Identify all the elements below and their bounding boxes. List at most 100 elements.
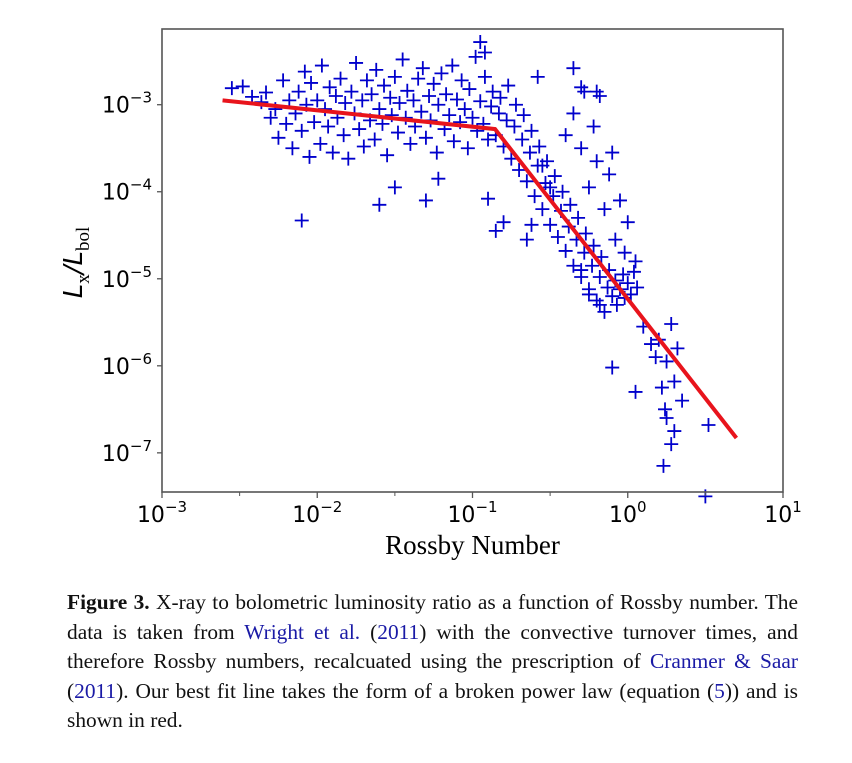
caption-link[interactable]: 5: [714, 678, 725, 703]
y-tick-label: 10−3: [102, 89, 152, 119]
data-point: [648, 350, 663, 365]
x-tick-label: 10−2: [292, 498, 342, 528]
data-point: [431, 97, 446, 112]
data-point: [414, 104, 429, 119]
data-point: [524, 217, 539, 232]
y-axis-title-slash: /: [59, 262, 89, 276]
data-point: [620, 276, 635, 291]
data-point: [468, 49, 483, 64]
data-point: [585, 258, 600, 273]
data-point: [279, 116, 294, 131]
data-point: [411, 71, 426, 86]
data-point: [574, 141, 589, 156]
y-axis-title-sub-bol: bol: [73, 227, 94, 251]
caption-link[interactable]: 2011: [377, 619, 420, 644]
data-point: [484, 99, 499, 114]
data-point: [259, 85, 274, 100]
data-point: [481, 191, 496, 206]
data-point: [501, 78, 516, 93]
data-point: [367, 132, 382, 147]
data-point: [578, 226, 593, 241]
data-point: [392, 95, 407, 110]
data-point: [515, 132, 530, 147]
y-tick-label: 10−6: [102, 350, 152, 380]
data-point: [307, 115, 322, 130]
data-point: [333, 71, 348, 86]
data-point: [352, 122, 367, 137]
data-point: [383, 90, 398, 105]
caption-text: ) with the convective turnover times, an…: [67, 619, 798, 674]
data-point: [321, 119, 336, 134]
data-point: [574, 263, 589, 278]
data-point: [395, 52, 410, 67]
data-point: [530, 69, 545, 84]
data-point: [628, 254, 643, 269]
data-point: [508, 97, 523, 112]
data-point: [667, 374, 682, 389]
figure-caption: Figure 3. X-ray to bolometric luminosity…: [67, 588, 798, 736]
data-point: [543, 180, 558, 195]
x-axis-ticks: 10−3 10−2 10−1 100 101: [137, 492, 802, 528]
data-point: [387, 180, 402, 195]
data-point: [670, 341, 685, 356]
data-point: [555, 184, 570, 199]
caption-link[interactable]: Cranmer & Saar: [650, 649, 798, 673]
caption-link[interactable]: Wright et al.: [244, 619, 361, 644]
data-point: [291, 84, 306, 99]
data-point: [664, 437, 679, 452]
data-point: [477, 69, 492, 84]
data-point: [550, 230, 565, 245]
data-point: [626, 264, 641, 279]
data-point: [664, 317, 679, 332]
data-point: [701, 417, 716, 432]
data-point: [589, 154, 604, 169]
x-tick-label: 101: [764, 498, 802, 528]
data-point: [418, 193, 433, 208]
figure-label: Figure 3.: [67, 590, 150, 614]
data-point: [586, 238, 601, 253]
data-point: [558, 243, 573, 258]
data-point: [620, 215, 635, 230]
data-point: [667, 424, 682, 439]
data-point: [644, 337, 659, 352]
y-tick-label: 10−7: [102, 437, 152, 467]
data-point: [535, 202, 550, 217]
data-point: [314, 58, 329, 73]
y-tick-label: 10−4: [102, 176, 152, 206]
data-point: [522, 145, 537, 160]
data-point: [589, 84, 604, 99]
data-point: [617, 245, 632, 260]
data-point: [675, 393, 690, 408]
data-point: [519, 232, 534, 247]
data-point: [600, 280, 615, 295]
data-point: [566, 258, 581, 273]
data-point: [605, 289, 620, 304]
y-axis-ticks: 10−3 10−4 10−5 10−6 10−7: [102, 89, 162, 467]
data-point: [390, 125, 405, 140]
data-point: [532, 139, 547, 154]
caption-link[interactable]: 2011: [74, 678, 117, 703]
caption-text: )) and is shown in red.: [67, 678, 798, 733]
data-point: [328, 89, 343, 104]
data-point: [336, 128, 351, 143]
data-point: [445, 58, 460, 73]
x-tick-label: 10−1: [447, 498, 497, 528]
best-fit-line: [222, 98, 739, 440]
data-point: [418, 130, 433, 145]
data-point: [496, 215, 511, 230]
caption-text: (: [67, 678, 75, 703]
data-point: [574, 80, 589, 95]
data-point: [616, 267, 631, 282]
data-point: [586, 119, 601, 134]
data-point: [519, 174, 534, 189]
data-point: [276, 73, 291, 88]
data-point: [377, 78, 392, 93]
x-axis-title: Rossby Number: [385, 530, 560, 560]
data-point: [488, 223, 503, 238]
data-point: [387, 69, 402, 84]
data-point: [558, 128, 573, 143]
data-point: [609, 297, 624, 312]
data-point: [285, 141, 300, 156]
data-point: [577, 245, 592, 260]
data-point: [282, 93, 297, 108]
